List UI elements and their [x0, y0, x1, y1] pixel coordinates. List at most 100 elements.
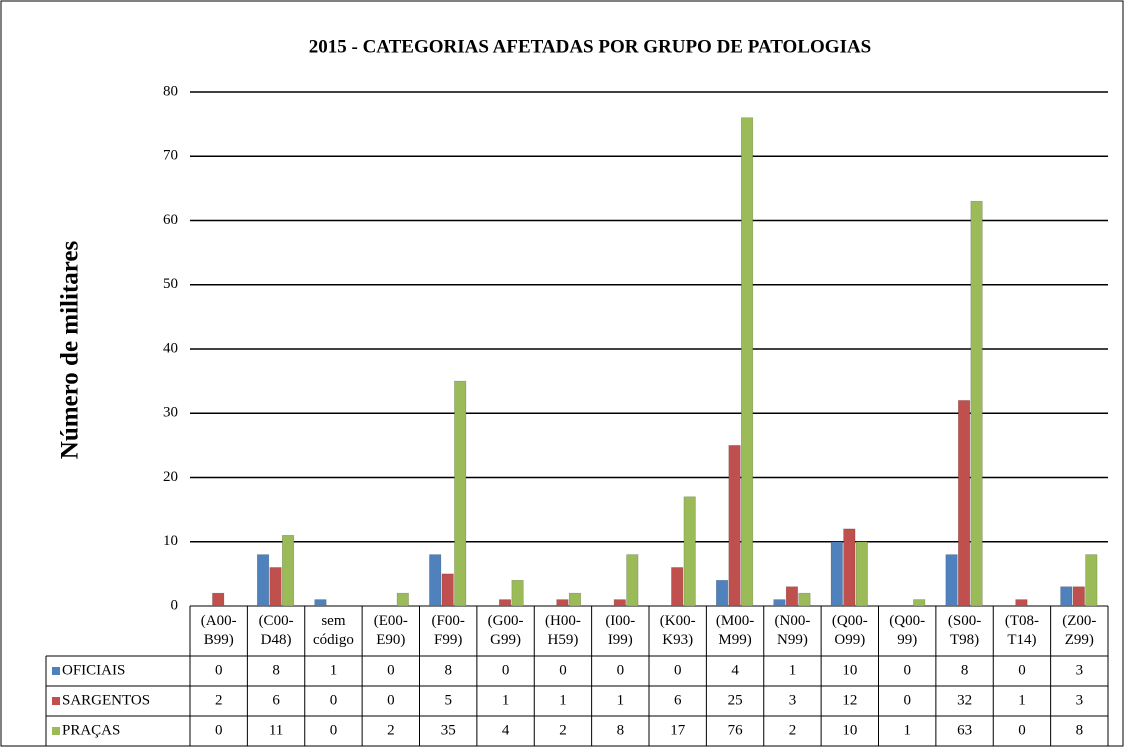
bar — [396, 592, 409, 607]
table-cell: 76 — [728, 722, 744, 738]
bar — [945, 554, 958, 607]
bar — [970, 200, 983, 607]
legend-label: SARGENTOS — [62, 692, 150, 708]
table-cell: 0 — [330, 692, 338, 708]
bar — [683, 496, 696, 607]
table-cell: 1 — [1018, 692, 1026, 708]
table-cell: 25 — [728, 692, 743, 708]
bar — [429, 554, 442, 607]
x-tick-label: (S00-T98) — [948, 613, 981, 648]
table-cell: 0 — [215, 722, 223, 738]
x-tick-label: (H00-H59) — [545, 613, 581, 648]
x-tick-label: (F00-F99) — [432, 613, 465, 648]
y-tick-label: 0 — [171, 597, 179, 613]
bar — [441, 573, 454, 607]
table-cell: 0 — [559, 662, 567, 678]
bar — [1060, 586, 1073, 607]
table-cell: 3 — [1076, 662, 1084, 678]
bar — [785, 586, 798, 607]
bar — [773, 599, 786, 607]
bar — [511, 579, 524, 607]
table-cell: 8 — [1076, 722, 1084, 738]
table-cell: 0 — [903, 692, 911, 708]
table-cell: 0 — [330, 722, 338, 738]
table-cell: 0 — [387, 692, 395, 708]
table-cell: 0 — [674, 662, 682, 678]
bar — [568, 592, 581, 607]
table-cell: 2 — [215, 692, 223, 708]
table-cell: 11 — [269, 722, 283, 738]
table-cell: 10 — [842, 722, 857, 738]
bar — [798, 592, 811, 607]
y-tick-label: 80 — [163, 83, 178, 99]
table-cell: 8 — [617, 722, 625, 738]
table-cell: 3 — [789, 692, 797, 708]
table-cell: 8 — [272, 662, 280, 678]
bar — [830, 541, 843, 607]
x-tick-label: (Q00-99) — [889, 613, 925, 648]
legend-swatch — [52, 697, 60, 705]
table-cell: 1 — [502, 692, 510, 708]
table-cell: 6 — [674, 692, 682, 708]
table-cell: 0 — [1018, 662, 1026, 678]
table-cell: 12 — [842, 692, 857, 708]
table-cell: 0 — [903, 662, 911, 678]
y-tick-label: 70 — [163, 148, 178, 164]
x-tick-label: (Q00-O99) — [832, 613, 868, 648]
table-cell: 32 — [957, 692, 972, 708]
legend-label: PRAÇAS — [62, 722, 120, 738]
x-tick-label: (K00-K93) — [660, 613, 696, 648]
table-cell: 35 — [441, 722, 456, 738]
table-cell: 6 — [272, 692, 280, 708]
table-cell: 63 — [957, 722, 972, 738]
chart-title: 2015 - CATEGORIAS AFETADAS POR GRUPO DE … — [309, 36, 872, 57]
y-tick-label: 10 — [163, 533, 178, 549]
bar — [556, 599, 569, 607]
bar — [314, 599, 327, 607]
x-tick-label: (Z00-Z99) — [1062, 613, 1096, 648]
table-cell: 2 — [559, 722, 567, 738]
bar — [843, 528, 856, 607]
y-tick-label: 50 — [163, 276, 178, 292]
table-cell: 1 — [330, 662, 338, 678]
table-cell: 0 — [617, 662, 625, 678]
x-tick-label: (I00-I99) — [605, 613, 635, 648]
bar — [499, 599, 512, 607]
x-tick-label: (T08-T14) — [1005, 613, 1039, 648]
table-cell: 4 — [731, 662, 739, 678]
x-tick-label: (A00-B99) — [201, 613, 237, 648]
table-cell: 0 — [215, 662, 223, 678]
x-tick-label: (G00-G99) — [488, 613, 524, 648]
y-tick-label: 30 — [163, 405, 178, 421]
x-tick-label: (E00-E90) — [374, 613, 408, 648]
table-cell: 8 — [444, 662, 452, 678]
table-cell: 1 — [559, 692, 567, 708]
x-tick-label: (C00-D48) — [259, 613, 294, 648]
bar — [454, 380, 467, 607]
bar — [257, 554, 270, 607]
y-tick-label: 60 — [163, 212, 178, 228]
bar — [671, 567, 684, 607]
table-cell: 1 — [789, 662, 797, 678]
bar — [913, 599, 926, 607]
bar — [1085, 554, 1098, 607]
y-tick-label: 20 — [163, 469, 178, 485]
table-cell: 5 — [444, 692, 452, 708]
table-cell: 1 — [903, 722, 911, 738]
table-cell: 2 — [387, 722, 395, 738]
legend-swatch — [52, 667, 60, 675]
y-tick-label: 40 — [163, 340, 178, 356]
table-cell: 0 — [387, 662, 395, 678]
legend-swatch — [52, 727, 60, 735]
bar — [728, 445, 741, 607]
y-axis-label: Número de militares — [57, 240, 84, 459]
bar — [1072, 586, 1085, 607]
table-cell: 2 — [789, 722, 797, 738]
table-cell: 3 — [1076, 692, 1084, 708]
bar — [626, 554, 639, 607]
x-tick-label: (M00-M99) — [716, 613, 754, 648]
bar — [716, 579, 729, 607]
bar — [1015, 599, 1028, 607]
table-cell: 0 — [502, 662, 510, 678]
